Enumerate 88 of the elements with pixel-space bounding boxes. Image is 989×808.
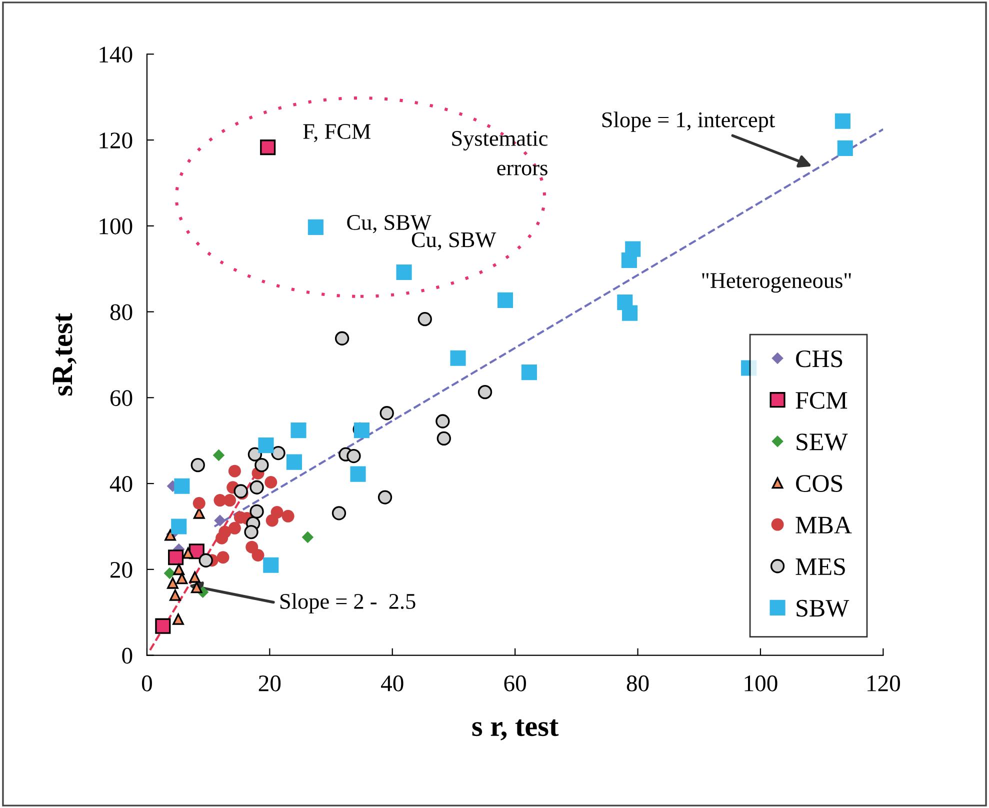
point bbox=[308, 219, 324, 235]
point bbox=[350, 466, 366, 482]
point bbox=[167, 577, 178, 589]
point bbox=[182, 547, 194, 559]
point bbox=[252, 548, 264, 562]
point bbox=[622, 305, 638, 321]
x-tick-label: 80 bbox=[626, 675, 649, 692]
point bbox=[192, 497, 206, 510]
point bbox=[286, 454, 302, 470]
point bbox=[834, 113, 850, 129]
y-tick-label: 0 bbox=[122, 648, 132, 664]
y-axis-title: sR,test bbox=[52, 313, 77, 396]
point bbox=[332, 506, 346, 520]
point bbox=[302, 531, 314, 544]
y-tick-label: 100 bbox=[100, 218, 132, 234]
point bbox=[282, 510, 294, 522]
point bbox=[346, 448, 361, 464]
point bbox=[173, 564, 185, 576]
annotation: Cu, SBW bbox=[412, 232, 496, 250]
point bbox=[224, 494, 236, 507]
point bbox=[354, 422, 370, 438]
point bbox=[271, 446, 286, 460]
point bbox=[263, 557, 279, 573]
annotation: "Heterogeneous" bbox=[702, 273, 851, 293]
legend-label: CHS bbox=[796, 350, 842, 368]
annotation: Cu, SBW bbox=[347, 215, 432, 234]
point bbox=[625, 241, 641, 257]
point bbox=[169, 589, 181, 601]
point bbox=[172, 614, 184, 625]
annotation: Slope = 2 - 2.5 bbox=[280, 593, 416, 614]
point bbox=[436, 414, 450, 428]
point bbox=[450, 350, 466, 366]
point bbox=[244, 524, 258, 540]
point bbox=[189, 571, 201, 583]
point bbox=[168, 550, 184, 566]
point bbox=[497, 292, 514, 308]
annotation: F, FCM bbox=[303, 124, 371, 142]
point bbox=[254, 458, 269, 472]
x-tick-label: 100 bbox=[744, 675, 778, 692]
point bbox=[228, 464, 241, 478]
point bbox=[176, 572, 188, 584]
point bbox=[380, 406, 394, 420]
point bbox=[164, 567, 176, 580]
legend-label: COS bbox=[796, 475, 842, 492]
point bbox=[837, 140, 853, 156]
point bbox=[155, 618, 171, 634]
point bbox=[171, 518, 187, 534]
point bbox=[264, 476, 278, 488]
x-tick-label: 40 bbox=[381, 675, 404, 692]
point bbox=[234, 484, 248, 498]
point bbox=[396, 264, 412, 280]
point bbox=[334, 331, 350, 346]
x-axis-title: s r, test bbox=[472, 719, 559, 740]
point bbox=[250, 504, 264, 519]
point bbox=[260, 140, 276, 156]
point bbox=[198, 553, 213, 568]
point bbox=[290, 422, 306, 438]
point bbox=[521, 364, 537, 380]
point bbox=[250, 480, 264, 494]
legend-label: SBW bbox=[796, 600, 850, 617]
point bbox=[216, 532, 228, 544]
y-tick-label: 20 bbox=[110, 562, 132, 578]
x-tick-label: 120 bbox=[868, 675, 900, 692]
point bbox=[174, 478, 190, 494]
legend-label: FCM bbox=[796, 392, 848, 409]
y-tick-label: 80 bbox=[110, 304, 132, 320]
x-tick-label: 20 bbox=[258, 675, 281, 692]
y-tick-label: 40 bbox=[110, 476, 132, 492]
legend-label: MBA bbox=[796, 516, 852, 534]
point bbox=[266, 514, 278, 527]
x-tick-label: 0 bbox=[142, 675, 152, 692]
x-tick-label: 60 bbox=[504, 675, 526, 692]
point bbox=[478, 384, 492, 400]
legend-label: SEW bbox=[796, 434, 848, 451]
y-tick-label: 140 bbox=[100, 46, 132, 63]
point bbox=[258, 438, 274, 454]
y-tick-label: 60 bbox=[110, 390, 132, 406]
point bbox=[378, 490, 392, 504]
y-tick-label: 120 bbox=[100, 132, 132, 148]
point bbox=[212, 449, 225, 462]
point bbox=[436, 431, 451, 446]
legend-label: MES bbox=[796, 558, 845, 576]
point bbox=[214, 514, 226, 526]
point bbox=[418, 312, 432, 326]
annotation: Systematic errors bbox=[452, 130, 548, 176]
annotation: Slope = 1, intercept bbox=[602, 112, 775, 132]
point bbox=[190, 458, 205, 472]
point bbox=[216, 551, 230, 564]
